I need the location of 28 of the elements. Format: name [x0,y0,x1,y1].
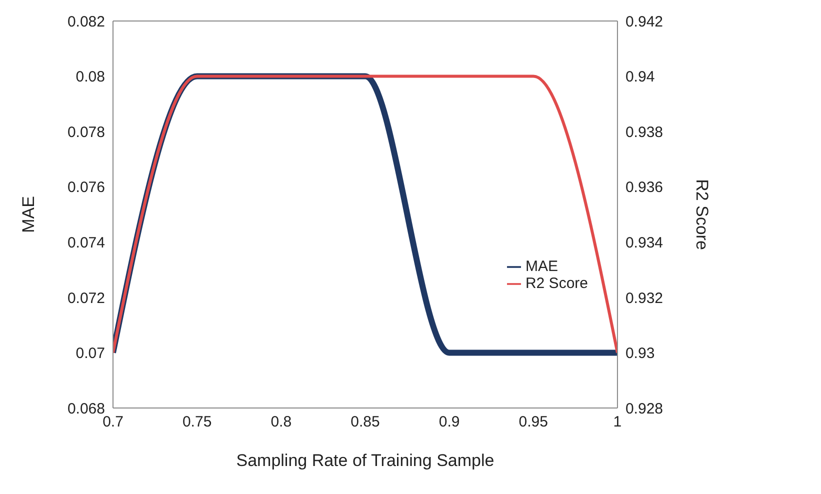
y-axis-title: MAE [19,196,38,233]
x-tick-label: 0.85 [350,414,380,431]
x-tick-label: 0.7 [102,414,124,431]
y2-tick-label: 0.94 [625,68,655,86]
x-tick-label: 0.95 [518,414,548,431]
y-tick-label: 0.078 [67,124,105,141]
y-tick-label: 0.074 [67,234,105,252]
y2-tick-label: 0.928 [625,400,664,418]
y-tick-label: 0.076 [67,179,105,196]
legend-label: MAE [525,258,558,275]
y-tick-label: 0.07 [76,345,105,362]
y-tick-label: 0.082 [67,13,105,30]
y2-tick-label: 0.93 [625,345,655,362]
x-tick-label: 0.75 [182,414,212,431]
y2-axis-title: R2 Score [692,179,712,250]
y2-tick-label: 0.932 [625,290,664,307]
y2-tick-label: 0.938 [625,124,664,141]
x-tick-label: 1 [613,414,622,431]
y-tick-label: 0.072 [67,290,105,307]
x-axis-title: Sampling Rate of Training Sample [236,451,494,470]
y2-tick-label: 0.942 [625,13,664,30]
y2-tick-label: 0.934 [625,234,664,252]
legend-label: R2 Score [525,275,588,292]
y2-tick-label: 0.936 [625,179,664,196]
x-tick-label: 0.9 [438,414,460,431]
y-tick-label: 0.068 [67,400,105,418]
x-tick-label: 0.8 [270,414,292,431]
y-tick-label: 0.08 [76,68,105,86]
